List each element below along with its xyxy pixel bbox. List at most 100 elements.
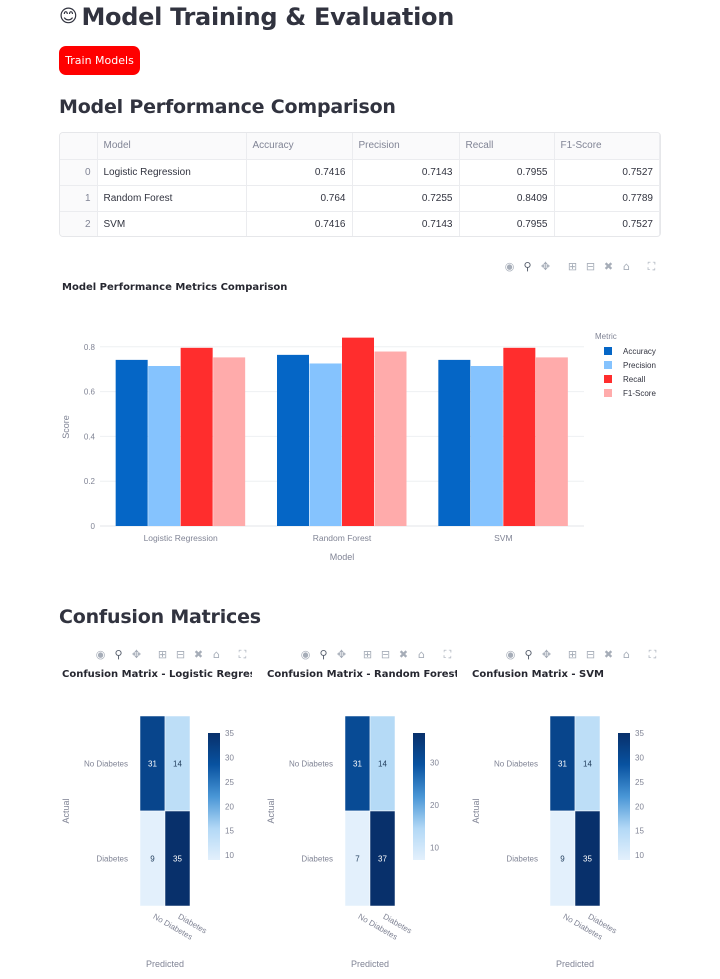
bar-f1-score: [374, 351, 407, 526]
camera-icon[interactable]: ◉: [300, 648, 311, 661]
fullscreen-icon[interactable]: ⛶: [238, 648, 247, 661]
table-header-model[interactable]: Model: [97, 133, 247, 160]
table-cell-recall[interactable]: 0.7955: [459, 159, 555, 186]
zoom-icon[interactable]: ⚲: [523, 260, 532, 273]
table-cell-f1[interactable]: 0.7527: [554, 211, 660, 236]
table-cell-recall[interactable]: 0.7955: [459, 211, 555, 236]
table-header-precision[interactable]: Precision: [352, 133, 460, 160]
fullscreen-icon[interactable]: ⛶: [443, 648, 452, 661]
performance-table[interactable]: Model Accuracy Precision Recall F1-Score…: [59, 132, 661, 237]
zoom-in-icon[interactable]: ⊞: [362, 648, 373, 661]
pan-icon[interactable]: ✥: [336, 648, 347, 661]
table-header-accuracy[interactable]: Accuracy: [246, 133, 353, 160]
legend-swatch: [604, 361, 612, 369]
bar-precision: [470, 365, 503, 526]
table-cell-recall[interactable]: 0.8409: [459, 185, 555, 212]
legend-swatch: [604, 375, 612, 383]
table-header-recall[interactable]: Recall: [459, 133, 555, 160]
colorbar: [413, 733, 425, 860]
table-cell-f1[interactable]: 0.7527: [554, 159, 660, 186]
heatmap-cell: [574, 715, 601, 812]
colorbar-tick-label: 25: [635, 778, 644, 787]
camera-icon[interactable]: ◉: [504, 260, 515, 273]
cell-value-label: 14: [378, 760, 387, 769]
y-tick-label: 0.2: [84, 477, 96, 486]
table-cell-precision[interactable]: 0.7143: [352, 159, 460, 186]
y-axis-label: Actual: [61, 798, 71, 823]
autoscale-icon[interactable]: ✖: [398, 648, 409, 661]
autoscale-icon[interactable]: ✖: [603, 260, 614, 273]
zoom-out-icon[interactable]: ⊟: [585, 260, 596, 273]
y-tick-label: No Diabetes: [289, 760, 333, 769]
zoom-icon[interactable]: ⚲: [524, 648, 533, 661]
zoom-icon[interactable]: ⚲: [114, 648, 123, 661]
table-cell-accuracy[interactable]: 0.7416: [246, 211, 353, 236]
reset-axes-icon[interactable]: ⌂: [213, 648, 220, 661]
pan-icon[interactable]: ✥: [540, 260, 551, 273]
colorbar-tick-label: 20: [225, 802, 234, 811]
table-cell-precision[interactable]: 0.7143: [352, 211, 460, 236]
heatmap-cell: [549, 810, 576, 907]
heatmap-cell: [549, 715, 576, 812]
y-tick-label: Diabetes: [96, 855, 128, 864]
cell-value-label: 9: [560, 855, 565, 864]
zoom-out-icon[interactable]: ⊟: [175, 648, 186, 661]
zoom-in-icon[interactable]: ⊞: [567, 260, 578, 273]
x-axis-label: Predicted: [556, 959, 594, 969]
zoom-in-icon[interactable]: ⊞: [157, 648, 168, 661]
colorbar-tick-label: 20: [430, 801, 439, 810]
y-tick-label: No Diabetes: [494, 760, 538, 769]
zoom-out-icon[interactable]: ⊟: [380, 648, 391, 661]
colorbar-tick-label: 20: [635, 802, 644, 811]
reset-axes-icon[interactable]: ⌂: [418, 648, 425, 661]
table-cell-index[interactable]: 2: [60, 211, 98, 236]
colorbar-tick-label: 10: [430, 843, 439, 852]
pan-icon[interactable]: ✥: [131, 648, 142, 661]
camera-icon[interactable]: ◉: [505, 648, 516, 661]
autoscale-icon[interactable]: ✖: [193, 648, 204, 661]
table-cell-model[interactable]: Logistic Regression: [97, 159, 247, 186]
reset-axes-icon[interactable]: ⌂: [623, 648, 630, 661]
fullscreen-icon[interactable]: ⛶: [647, 260, 656, 273]
table-header-f1[interactable]: F1-Score: [554, 133, 660, 160]
zoom-in-icon[interactable]: ⊞: [567, 648, 578, 661]
y-tick-label: Diabetes: [301, 855, 333, 864]
table-cell-precision[interactable]: 0.7255: [352, 185, 460, 212]
y-tick-label: 0: [91, 522, 96, 531]
table-cell-index[interactable]: 0: [60, 159, 98, 186]
cell-value-label: 35: [583, 855, 592, 864]
table-cell-model[interactable]: Random Forest: [97, 185, 247, 212]
table-header-index[interactable]: [60, 133, 98, 160]
zoom-icon[interactable]: ⚲: [319, 648, 328, 661]
table-cell-accuracy[interactable]: 0.764: [246, 185, 353, 212]
zoom-out-icon[interactable]: ⊟: [585, 648, 596, 661]
train-models-button[interactable]: Train Models: [59, 46, 140, 75]
autoscale-icon[interactable]: ✖: [603, 648, 614, 661]
colorbar-tick-label: 30: [430, 759, 439, 768]
table-cell-index[interactable]: 1: [60, 185, 98, 212]
bar-precision: [148, 365, 181, 526]
reset-axes-icon[interactable]: ⌂: [623, 260, 630, 273]
fullscreen-icon[interactable]: ⛶: [648, 648, 657, 661]
colorbar: [618, 733, 630, 860]
legend-item: F1-Score: [623, 389, 656, 398]
cell-value-label: 14: [173, 760, 182, 769]
y-axis-label: Score: [61, 415, 71, 439]
table-cell-f1[interactable]: 0.7789: [554, 185, 660, 212]
cell-value-label: 37: [378, 855, 387, 864]
pan-icon[interactable]: ✥: [541, 648, 552, 661]
performance-bar-chart[interactable]: 0 0.2 0.4 0.6 0.8 Score Logistic Regression Ran…: [0, 300, 720, 575]
cell-value-label: 9: [150, 855, 155, 864]
camera-icon[interactable]: ◉: [95, 648, 106, 661]
confusion-matrix-modebar: ◉ ⚲ ✥ ⊞ ⊟ ✖ ⌂ ⛶: [299, 648, 454, 661]
table-cell-accuracy[interactable]: 0.7416: [246, 159, 353, 186]
y-tick-label: Diabetes: [506, 855, 538, 864]
x-axis-label: Predicted: [351, 959, 389, 969]
table-cell-model[interactable]: SVM: [97, 211, 247, 236]
heatmap-cell: [139, 715, 166, 812]
confusion-matrix-modebar: ◉ ⚲ ✥ ⊞ ⊟ ✖ ⌂ ⛶: [504, 648, 659, 661]
colorbar-tick-label: 35: [635, 729, 644, 738]
